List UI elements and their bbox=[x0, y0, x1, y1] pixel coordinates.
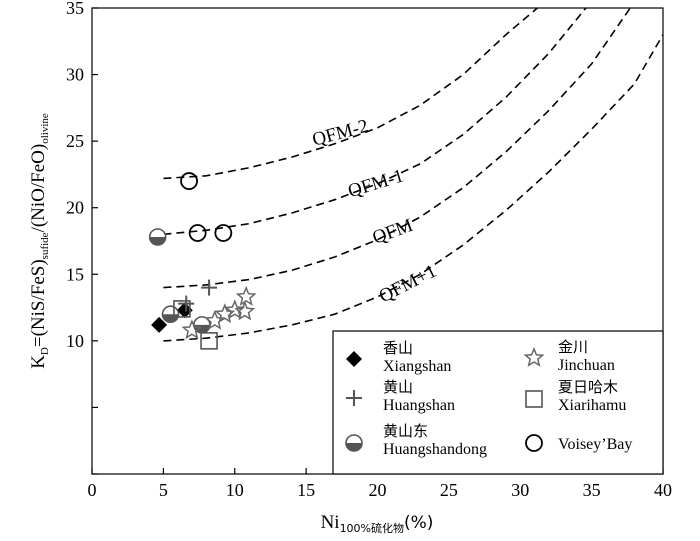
y-tick-label: 10 bbox=[66, 331, 84, 351]
qfm-curve bbox=[163, 8, 631, 289]
x-tick-label: 25 bbox=[440, 480, 458, 500]
qfm-curve-label: QFM-2 bbox=[310, 116, 371, 151]
legend-label: Huangshandong bbox=[383, 441, 487, 458]
legend-label: Xiarihamu bbox=[558, 397, 626, 414]
qfm-curves bbox=[163, 8, 663, 342]
x-axis-title-main: Ni bbox=[321, 512, 340, 533]
y-tick-label: 35 bbox=[66, 0, 84, 18]
y-axis-title: KD=(NiS/FeS)sufide/(NiO/FeO)olivine bbox=[28, 113, 51, 369]
y-tick-label: 15 bbox=[66, 264, 84, 284]
point-voiseybay bbox=[188, 224, 207, 242]
diamond-marker bbox=[176, 302, 193, 319]
half-circle-fill bbox=[149, 237, 166, 246]
legend-label-cn: 香山 bbox=[383, 339, 413, 357]
x-axis-title-subscript: 100%硫化物 bbox=[340, 521, 404, 535]
legend: 香山Xiangshan黄山Huangshan黄山东Huangshandong金川… bbox=[332, 330, 664, 475]
point-jinchuan bbox=[234, 300, 256, 321]
x-tick-label: 40 bbox=[654, 480, 672, 500]
x-axis-title-unit: (%) bbox=[404, 513, 433, 533]
legend-marker-jinchuan bbox=[523, 347, 545, 367]
circle-marker bbox=[525, 434, 543, 452]
point-jinchuan bbox=[235, 285, 257, 306]
qfm-curve bbox=[163, 8, 587, 236]
legend-label: Voisey’Bay bbox=[558, 436, 632, 453]
legend-label-cn: 夏日哈木 bbox=[558, 378, 618, 396]
point-huangshandong bbox=[148, 228, 167, 246]
point-jinchuan bbox=[181, 319, 203, 340]
point-voiseybay bbox=[214, 224, 233, 242]
point-xiarihamu bbox=[200, 332, 218, 350]
star-marker bbox=[204, 309, 226, 330]
star-marker bbox=[224, 299, 246, 320]
legend-marker-voiseybay bbox=[525, 434, 543, 452]
y-axis-title-eq: =(NiS/FeS) bbox=[28, 259, 49, 347]
point-voiseybay bbox=[180, 172, 198, 190]
legend-label-cn: 黄山东 bbox=[383, 422, 428, 440]
square-marker bbox=[525, 390, 543, 408]
y-tick-label: 30 bbox=[66, 65, 84, 85]
y-axis: 10 15 20 25 30 35 bbox=[66, 0, 98, 475]
y-axis-title-k: K bbox=[28, 355, 49, 369]
point-jinchuan bbox=[204, 309, 226, 330]
legend-box bbox=[332, 330, 664, 475]
x-tick-label: 15 bbox=[297, 480, 315, 500]
point-huangshan bbox=[201, 279, 218, 296]
diamond-marker bbox=[346, 351, 362, 367]
x-axis-title: Ni100%硫化物(%) bbox=[321, 512, 434, 535]
x-tick-label: 20 bbox=[369, 480, 387, 500]
half-circle-fill bbox=[162, 314, 179, 323]
point-xiangshan bbox=[176, 302, 193, 319]
y-tick-label: 25 bbox=[66, 131, 84, 151]
legend-marker-huangshan bbox=[346, 390, 362, 406]
diamond-marker bbox=[151, 316, 168, 333]
legend-item-voiseybay: Voisey’Bay bbox=[525, 434, 632, 453]
x-tick-label: 10 bbox=[226, 480, 244, 500]
star-marker bbox=[235, 285, 257, 306]
star-marker bbox=[234, 300, 256, 321]
circle-marker bbox=[188, 224, 207, 242]
legend-label: Jinchuan bbox=[558, 357, 615, 374]
half-circle-fill bbox=[346, 443, 362, 451]
legend-label: Huangshan bbox=[383, 397, 455, 414]
qfm-curve-label: QFM bbox=[370, 215, 416, 249]
y-axis-title-sub1: sufide bbox=[39, 232, 51, 259]
square-marker bbox=[200, 332, 218, 350]
legend-marker-xiarihamu bbox=[525, 390, 543, 408]
star-marker bbox=[523, 347, 545, 367]
y-axis-title-sub2: olivine bbox=[39, 113, 51, 144]
data-points bbox=[148, 172, 257, 350]
y-axis-title-mid: /(NiO/FeO) bbox=[28, 144, 49, 233]
x-tick-label: 5 bbox=[159, 480, 168, 500]
qfm-curve-label: QFM+1 bbox=[376, 261, 440, 308]
legend-marker-xiangshan bbox=[346, 351, 362, 367]
x-tick-label: 35 bbox=[583, 480, 601, 500]
legend-label-cn: 黄山 bbox=[383, 378, 413, 396]
square-marker bbox=[173, 300, 191, 318]
point-huangshan bbox=[178, 295, 195, 312]
qfm-curve bbox=[163, 8, 538, 180]
x-tick-label: 30 bbox=[511, 480, 529, 500]
point-xiarihamu bbox=[173, 300, 191, 318]
legend-label: Xiangshan bbox=[383, 358, 451, 375]
circle-marker bbox=[180, 172, 198, 190]
x-tick-label: 0 bbox=[88, 480, 97, 500]
point-xiangshan bbox=[151, 316, 168, 333]
y-tick-label: 20 bbox=[66, 198, 84, 218]
star-marker bbox=[181, 319, 203, 340]
legend-label-cn: 金川 bbox=[558, 338, 588, 356]
circle-marker bbox=[214, 224, 233, 242]
qfm-curve-label: QFM-1 bbox=[346, 165, 407, 202]
legend-marker-huangshandong bbox=[345, 434, 363, 452]
point-jinchuan bbox=[224, 299, 246, 320]
qfm-curve-labels: QFM-2 QFM-1 QFM QFM+1 bbox=[310, 116, 440, 308]
point-huangshandong bbox=[161, 305, 180, 324]
y-axis-title-d: D bbox=[39, 347, 51, 355]
